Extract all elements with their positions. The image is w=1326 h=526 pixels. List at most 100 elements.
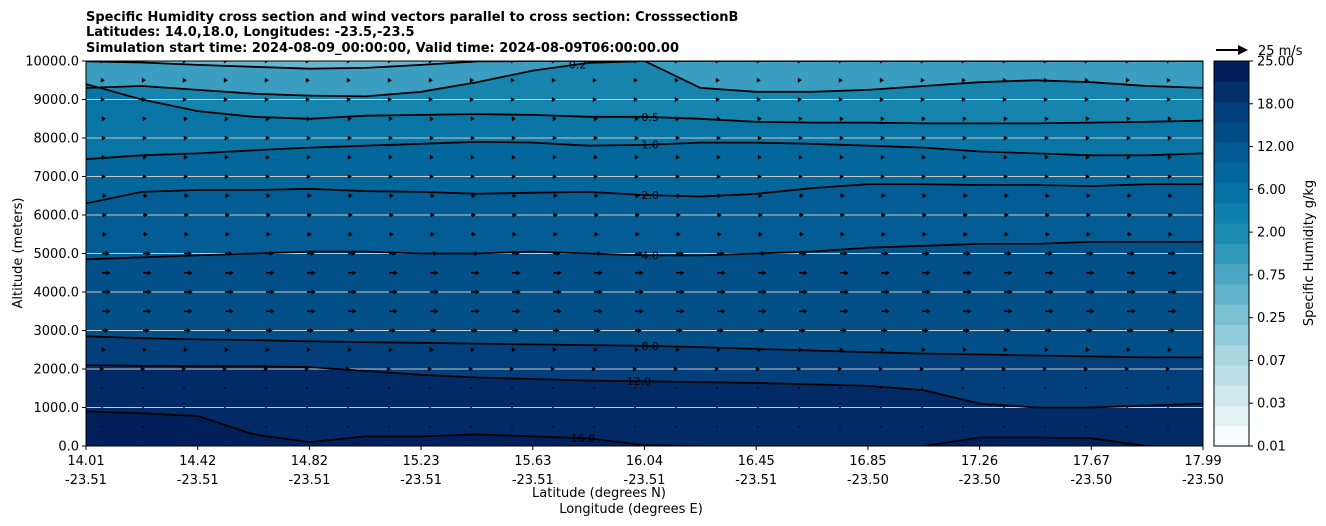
wind-vector bbox=[224, 406, 226, 409]
wind-vector bbox=[634, 387, 636, 389]
wind-vector bbox=[470, 116, 475, 122]
wind-vector bbox=[675, 347, 680, 353]
wind-vector bbox=[182, 61, 187, 64]
wind-vector bbox=[881, 251, 889, 256]
wind-vector bbox=[141, 77, 146, 83]
colorbar-tick-label: 2.00 bbox=[1257, 226, 1286, 241]
wind-vector bbox=[1004, 231, 1009, 237]
wind-vector bbox=[142, 426, 144, 428]
contour-label: 1.0 bbox=[641, 139, 659, 152]
wind-vector bbox=[183, 347, 188, 353]
wind-vector bbox=[1084, 97, 1089, 102]
wind-vector bbox=[100, 97, 105, 102]
wind-vector bbox=[593, 174, 598, 179]
wind-vector bbox=[306, 406, 308, 409]
x-tick-label-latitude: 16.45 bbox=[738, 454, 775, 469]
wind-vector bbox=[430, 308, 439, 314]
wind-vector bbox=[143, 193, 148, 199]
wind-vector bbox=[101, 116, 106, 122]
wind-vector bbox=[1167, 135, 1172, 141]
wind-vector bbox=[1003, 174, 1008, 179]
wind-vector bbox=[184, 289, 193, 295]
wind-vector bbox=[101, 426, 103, 428]
x-tick-label-latitude: 16.04 bbox=[626, 454, 663, 469]
x-tick-label-longitude: -23.51 bbox=[512, 473, 554, 488]
wind-vector bbox=[470, 135, 475, 141]
wind-vector bbox=[716, 406, 718, 409]
wind-vector bbox=[881, 270, 890, 276]
wind-vector bbox=[184, 231, 189, 237]
wind-vector bbox=[1168, 289, 1177, 295]
x-tick-label-longitude: -23.50 bbox=[847, 473, 889, 488]
wind-vector bbox=[1126, 116, 1131, 122]
wind-vector bbox=[142, 174, 147, 179]
wind-vector bbox=[676, 270, 685, 276]
wind-vector bbox=[348, 308, 357, 314]
wind-vector bbox=[676, 328, 683, 333]
wind-vector bbox=[676, 231, 681, 237]
wind-vector bbox=[102, 212, 107, 218]
wind-vector bbox=[593, 406, 595, 409]
wind-vector bbox=[922, 270, 931, 276]
wind-vector bbox=[225, 231, 230, 237]
colorbar-band bbox=[1214, 121, 1249, 143]
wind-vector bbox=[265, 135, 270, 141]
wind-reference-key: 25 m/s bbox=[1216, 44, 1303, 59]
wind-vector bbox=[798, 116, 803, 122]
wind-vector bbox=[1127, 289, 1136, 295]
wind-vector bbox=[101, 387, 103, 389]
wind-vector bbox=[1042, 366, 1047, 372]
wind-vector bbox=[1045, 231, 1050, 237]
wind-vector bbox=[1003, 135, 1008, 141]
wind-vector bbox=[307, 270, 316, 276]
wind-vector bbox=[1085, 426, 1087, 428]
wind-vector bbox=[593, 426, 595, 428]
wind-vector bbox=[758, 193, 763, 199]
wind-vector bbox=[347, 174, 352, 179]
wind-vector bbox=[921, 174, 926, 179]
wind-vector bbox=[837, 366, 842, 372]
wind-vector bbox=[840, 289, 849, 295]
chart-title-line-3: Simulation start time: 2024-08-09_00:00:… bbox=[86, 41, 679, 56]
wind-vector bbox=[430, 231, 435, 237]
wind-vector bbox=[102, 231, 107, 237]
wind-vector bbox=[511, 135, 516, 141]
wind-vector bbox=[348, 270, 357, 276]
wind-vector bbox=[921, 426, 923, 428]
wind-vector bbox=[1002, 97, 1007, 102]
wind-vector bbox=[552, 406, 554, 409]
wind-vector bbox=[552, 387, 554, 389]
wind-vector bbox=[1044, 387, 1046, 389]
colorbar-band bbox=[1214, 243, 1249, 265]
colorbar-band bbox=[1214, 81, 1249, 103]
wind-vector bbox=[306, 135, 311, 141]
wind-vector bbox=[101, 347, 106, 353]
wind-vector bbox=[1126, 174, 1131, 179]
wind-vector bbox=[429, 406, 431, 409]
wind-vector bbox=[839, 116, 844, 122]
wind-vector bbox=[592, 77, 597, 83]
wind-vector bbox=[387, 77, 392, 83]
wind-vector bbox=[388, 406, 390, 409]
wind-vector bbox=[471, 328, 478, 333]
wind-vector bbox=[879, 97, 884, 102]
wind-vector bbox=[1086, 193, 1091, 199]
contour-line-0.5 bbox=[86, 83, 1203, 125]
wind-vector bbox=[881, 193, 886, 199]
wind-vector bbox=[266, 289, 275, 295]
wind-vector bbox=[1045, 251, 1053, 256]
colorbar-tick-label: 0.03 bbox=[1257, 397, 1286, 412]
wind-vector bbox=[881, 328, 888, 333]
wind-vector bbox=[512, 289, 521, 295]
wind-vector bbox=[263, 366, 268, 372]
wind-vector bbox=[140, 366, 145, 372]
wind-vector bbox=[224, 347, 229, 353]
colorbar-band bbox=[1214, 263, 1249, 285]
wind-vector bbox=[1127, 193, 1132, 199]
wind-vector bbox=[1003, 406, 1005, 409]
x-tick-label-latitude: 17.99 bbox=[1184, 454, 1221, 469]
wind-vector bbox=[552, 426, 554, 428]
wind-vector bbox=[512, 328, 519, 333]
wind-vector bbox=[798, 426, 800, 428]
wind-vector bbox=[183, 406, 185, 409]
